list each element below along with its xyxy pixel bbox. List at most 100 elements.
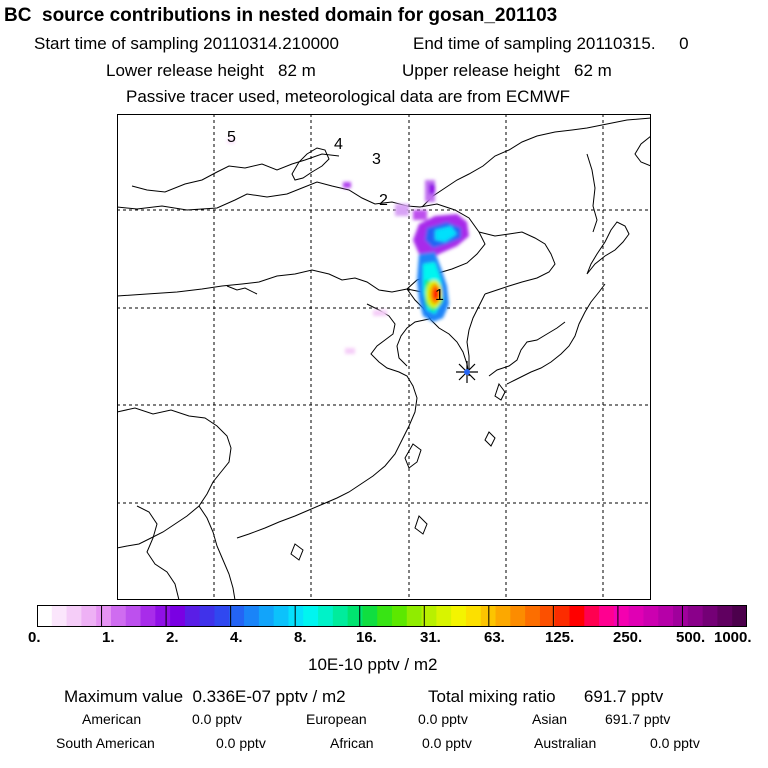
colorbar-tick-label: 31.	[420, 629, 441, 646]
source-label-2: 2	[379, 192, 388, 209]
colorbar-cell	[687, 605, 704, 627]
coastlines-and-borders	[117, 117, 651, 600]
colorbar-cell	[155, 605, 171, 627]
colorbar-cell	[332, 605, 349, 627]
colorbar-cell	[451, 605, 467, 627]
tracer-note-text: Passive tracer used, meteorological data…	[126, 87, 571, 106]
source-contribution-map: 5 4 3 2 1	[117, 114, 651, 600]
source-label-3: 3	[372, 151, 381, 168]
colorbar-cell	[96, 605, 112, 627]
colorbar-tick-label: 2.	[166, 629, 179, 646]
sakhalin	[586, 153, 598, 233]
indochina-border	[136, 505, 180, 600]
colorbar-cell	[184, 605, 201, 627]
source-label-5: 5	[227, 129, 236, 146]
colorbar-cell	[392, 605, 408, 627]
plume-cell	[227, 138, 235, 144]
plume-cell	[435, 226, 457, 242]
vietnam-coast	[198, 505, 236, 600]
colorbar-cell	[554, 605, 570, 627]
inner-border-line	[226, 285, 258, 295]
colorbar-cell	[288, 605, 304, 627]
colorbar-tick-label: 500.	[676, 629, 706, 646]
kyushu	[494, 382, 506, 401]
start-sampling-text: Start time of sampling 20110314.210000	[34, 34, 339, 53]
colorbar-cell	[258, 605, 275, 627]
colorbar-cell	[717, 605, 733, 627]
plume-cell	[433, 288, 439, 300]
colorbar-cell	[643, 605, 659, 627]
colorbar-cell	[539, 605, 556, 627]
plume-cell	[429, 184, 435, 194]
colorbar-cell	[199, 605, 215, 627]
colorbar-cell	[303, 605, 319, 627]
plot-title: BC source contributions in nested domain…	[4, 5, 558, 26]
colorbar-cell	[732, 605, 747, 627]
colorbar-tick-label: 4.	[230, 629, 243, 646]
colorbar-cell	[110, 605, 127, 627]
colorbar-tick-label: 250.	[613, 629, 643, 646]
receptor-star-icon	[456, 361, 478, 383]
okhotsk-coast	[634, 135, 651, 167]
lake-baikal	[291, 147, 330, 181]
colorbar-cell	[421, 605, 437, 627]
source-label-1: 1	[435, 287, 444, 304]
ussuri-border	[478, 231, 556, 295]
colorbar-cell	[362, 605, 378, 627]
asian-value: 691.7 pptv	[605, 711, 671, 727]
colorbar-tick-label: 125.	[545, 629, 575, 646]
japan-honshu-west	[488, 321, 566, 377]
russia-border-west	[131, 153, 340, 193]
colorbar-tick-label: 63.	[484, 629, 505, 646]
colorbar-separators	[101, 605, 683, 627]
colorbar-cell	[584, 605, 600, 627]
colorbar-cell	[510, 605, 526, 627]
colorbar-cell	[702, 605, 718, 627]
small-island	[484, 431, 496, 447]
american-label: American	[82, 711, 142, 727]
colorbar-cell	[436, 605, 452, 627]
colorbar-tick-label: 1000.	[714, 629, 752, 646]
plume-cell	[395, 204, 409, 216]
contribution-plume	[227, 138, 469, 354]
colorbar-cell	[51, 605, 68, 627]
colorbar-cell	[244, 605, 260, 627]
plume-cell	[413, 210, 427, 220]
japan-honshu-east	[506, 283, 606, 385]
china-east-coast	[236, 303, 418, 539]
plume-cell	[373, 310, 387, 316]
colorbar-cell	[81, 605, 97, 627]
colorbar-cell	[214, 605, 230, 627]
colorbar-cell	[673, 605, 689, 627]
source-labels: 5 4 3 2 1	[227, 129, 444, 304]
lat-lon-grid	[117, 114, 651, 600]
map-frame	[117, 114, 651, 600]
colorbar-cell	[628, 605, 644, 627]
south-american-label: South American	[56, 735, 155, 751]
colorbar-unit: 10E-10 pptv / m2	[308, 655, 438, 674]
australian-label: Australian	[534, 735, 597, 751]
lower-release-text: Lower release height 82 m	[106, 61, 316, 80]
african-value: 0.0 pptv	[422, 735, 472, 751]
colorbar-cell	[658, 605, 674, 627]
end-sampling-text: End time of sampling 20110315. 0	[413, 34, 689, 53]
colorbar	[37, 605, 747, 627]
colorbar-cell	[377, 605, 393, 627]
colorbar-cell	[406, 605, 423, 627]
european-label: European	[306, 711, 367, 727]
colorbar-tick-label: 1.	[102, 629, 115, 646]
colorbar-tick-label: 16.	[356, 629, 377, 646]
colorbar-cell	[37, 605, 53, 627]
plume-cell	[345, 348, 355, 354]
colorbar-cells	[37, 605, 747, 627]
colorbar-cell	[125, 605, 142, 627]
hainan	[290, 543, 304, 561]
american-value: 0.0 pptv	[192, 711, 242, 727]
korea-east-coast	[466, 293, 486, 376]
colorbar-cell	[599, 605, 615, 627]
maximum-value-text: Maximum value 0.336E-07 pptv / m2	[64, 687, 346, 706]
colorbar-tick-label: 0.	[28, 629, 41, 646]
south-west-border	[117, 407, 232, 549]
european-value: 0.0 pptv	[418, 711, 468, 727]
colorbar-cell	[140, 605, 156, 627]
